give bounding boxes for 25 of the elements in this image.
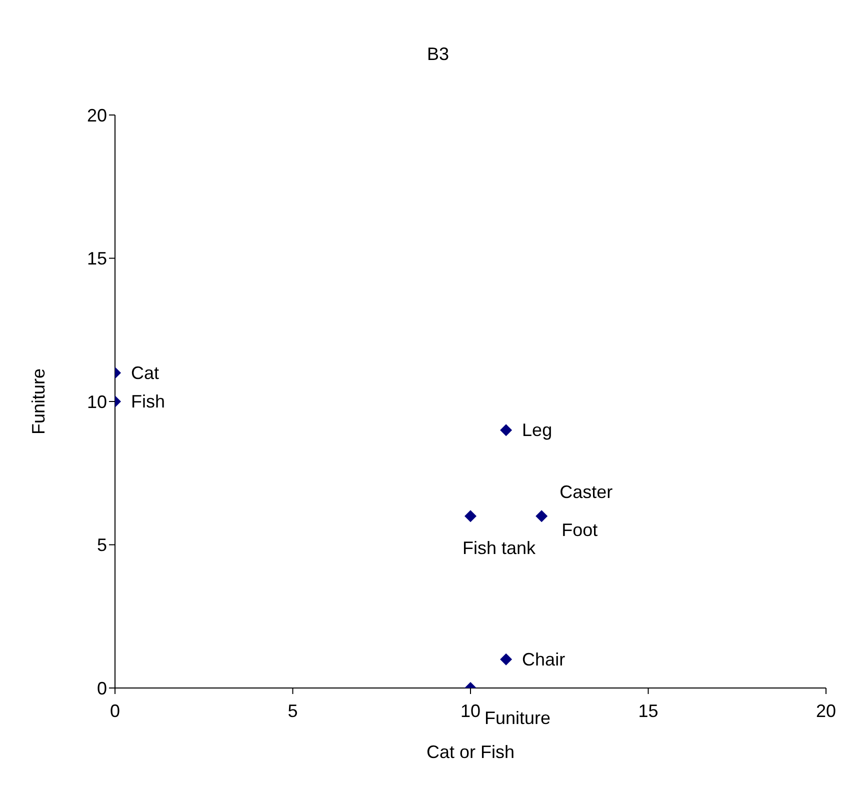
annotation: Caster (560, 482, 613, 502)
chart-title: B3 (426, 44, 450, 65)
point (536, 510, 548, 522)
y-tick-label: 0 (96, 678, 107, 698)
y-tick-label: 10 (86, 392, 107, 412)
annotation: Cat (131, 362, 160, 383)
annotation: Foot (562, 520, 598, 540)
annotation: Leg (522, 420, 552, 440)
y-tick-label: 20 (86, 105, 107, 126)
x-tick-label: 0 (110, 700, 120, 721)
y-tick-label: 5 (96, 535, 107, 556)
point (500, 653, 512, 666)
x-tick-label: 5 (288, 700, 298, 721)
y-tick-label: 15 (86, 248, 107, 269)
x-axis-title: Cat or Fish (426, 742, 515, 762)
x-tick-label: 20 (816, 700, 836, 721)
x-tick-label: 10 (460, 700, 481, 721)
annotation: Fish tank (462, 538, 537, 558)
point (500, 424, 512, 436)
annotation: Fish (131, 392, 166, 412)
y-axis-title: Funiture (28, 368, 48, 435)
annotation: Funiture (484, 708, 551, 728)
x-tick-label: 15 (638, 700, 658, 721)
point (464, 510, 476, 522)
annotation: Chair (522, 649, 566, 670)
